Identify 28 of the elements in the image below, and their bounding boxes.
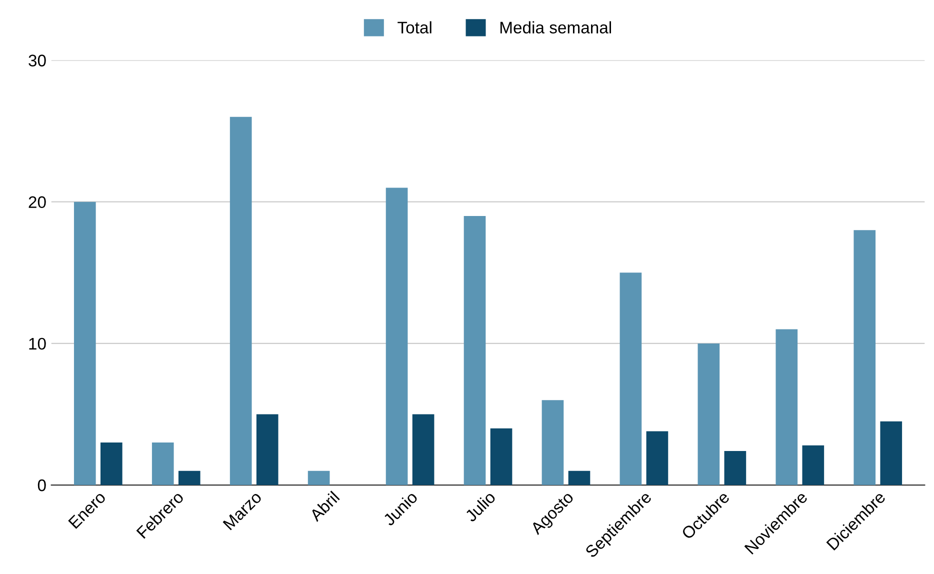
bar <box>490 428 512 486</box>
y-tick-label: 20 <box>28 196 46 208</box>
y-tick-label: 30 <box>28 54 46 66</box>
bar <box>178 470 200 486</box>
legend-label: Media semanal <box>500 21 612 34</box>
bar <box>74 202 96 486</box>
bar <box>412 414 434 486</box>
bar <box>724 451 746 486</box>
bar <box>230 116 252 486</box>
bar <box>802 445 824 486</box>
y-tick-label: 10 <box>29 338 46 350</box>
bar <box>620 272 642 486</box>
bar <box>568 470 590 486</box>
bar <box>100 442 122 486</box>
x-tick-label: Julio <box>464 490 496 523</box>
bar <box>776 329 798 486</box>
bar <box>646 431 668 486</box>
bar <box>880 421 902 486</box>
bar <box>854 230 876 486</box>
bar <box>542 400 564 486</box>
bar <box>308 470 330 486</box>
bar <box>464 216 486 486</box>
bar <box>386 188 408 486</box>
y-tick-label: 0 <box>38 479 46 492</box>
legend-label: Total <box>398 21 432 34</box>
bar <box>152 442 174 486</box>
bar <box>698 343 720 486</box>
bar <box>256 414 278 486</box>
